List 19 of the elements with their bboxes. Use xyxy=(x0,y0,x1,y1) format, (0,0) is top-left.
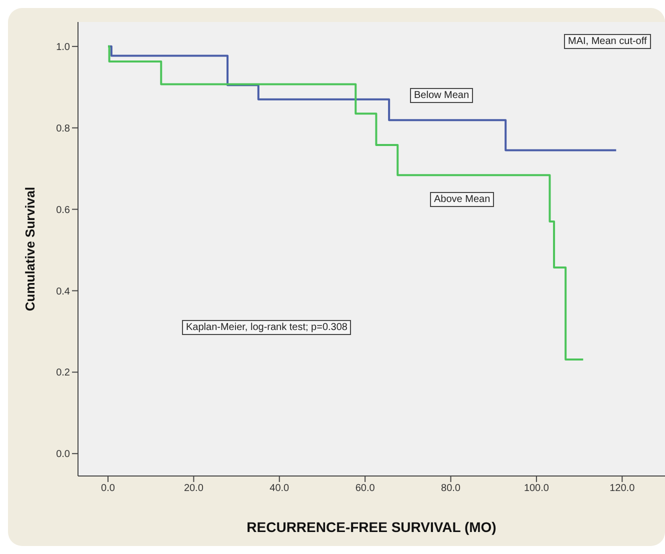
y-tick-label: 0.2 xyxy=(56,368,70,379)
y-tick-label: 0.4 xyxy=(56,286,70,298)
series-label: Above Mean xyxy=(430,192,494,207)
annotation: Kaplan-Meier, log-rank test; p=0.308 xyxy=(182,320,352,335)
y-tick-label: 1.0 xyxy=(56,42,70,53)
x-axis-title: RECURRENCE-FREE SURVIVAL (MO) xyxy=(246,519,496,535)
x-tick-label: 40.0 xyxy=(270,483,290,494)
x-tick-label: 80.0 xyxy=(441,483,461,494)
y-tick-label: 0.8 xyxy=(56,123,70,134)
x-tick-label: 0.0 xyxy=(101,483,116,494)
y-tick-label: 0.6 xyxy=(56,204,70,216)
legend-title: MAI, Mean cut-off xyxy=(564,34,651,49)
y-axis-title: Cumulative Survival xyxy=(22,186,38,312)
y-tick-label: 0.0 xyxy=(56,449,70,460)
x-tick-label: 60.0 xyxy=(355,483,376,494)
series-label: Below Mean xyxy=(410,88,474,103)
x-tick-label: 100.0 xyxy=(524,483,550,494)
x-tick-label: 120.0 xyxy=(610,483,636,494)
x-tick-label: 20.0 xyxy=(184,483,204,494)
